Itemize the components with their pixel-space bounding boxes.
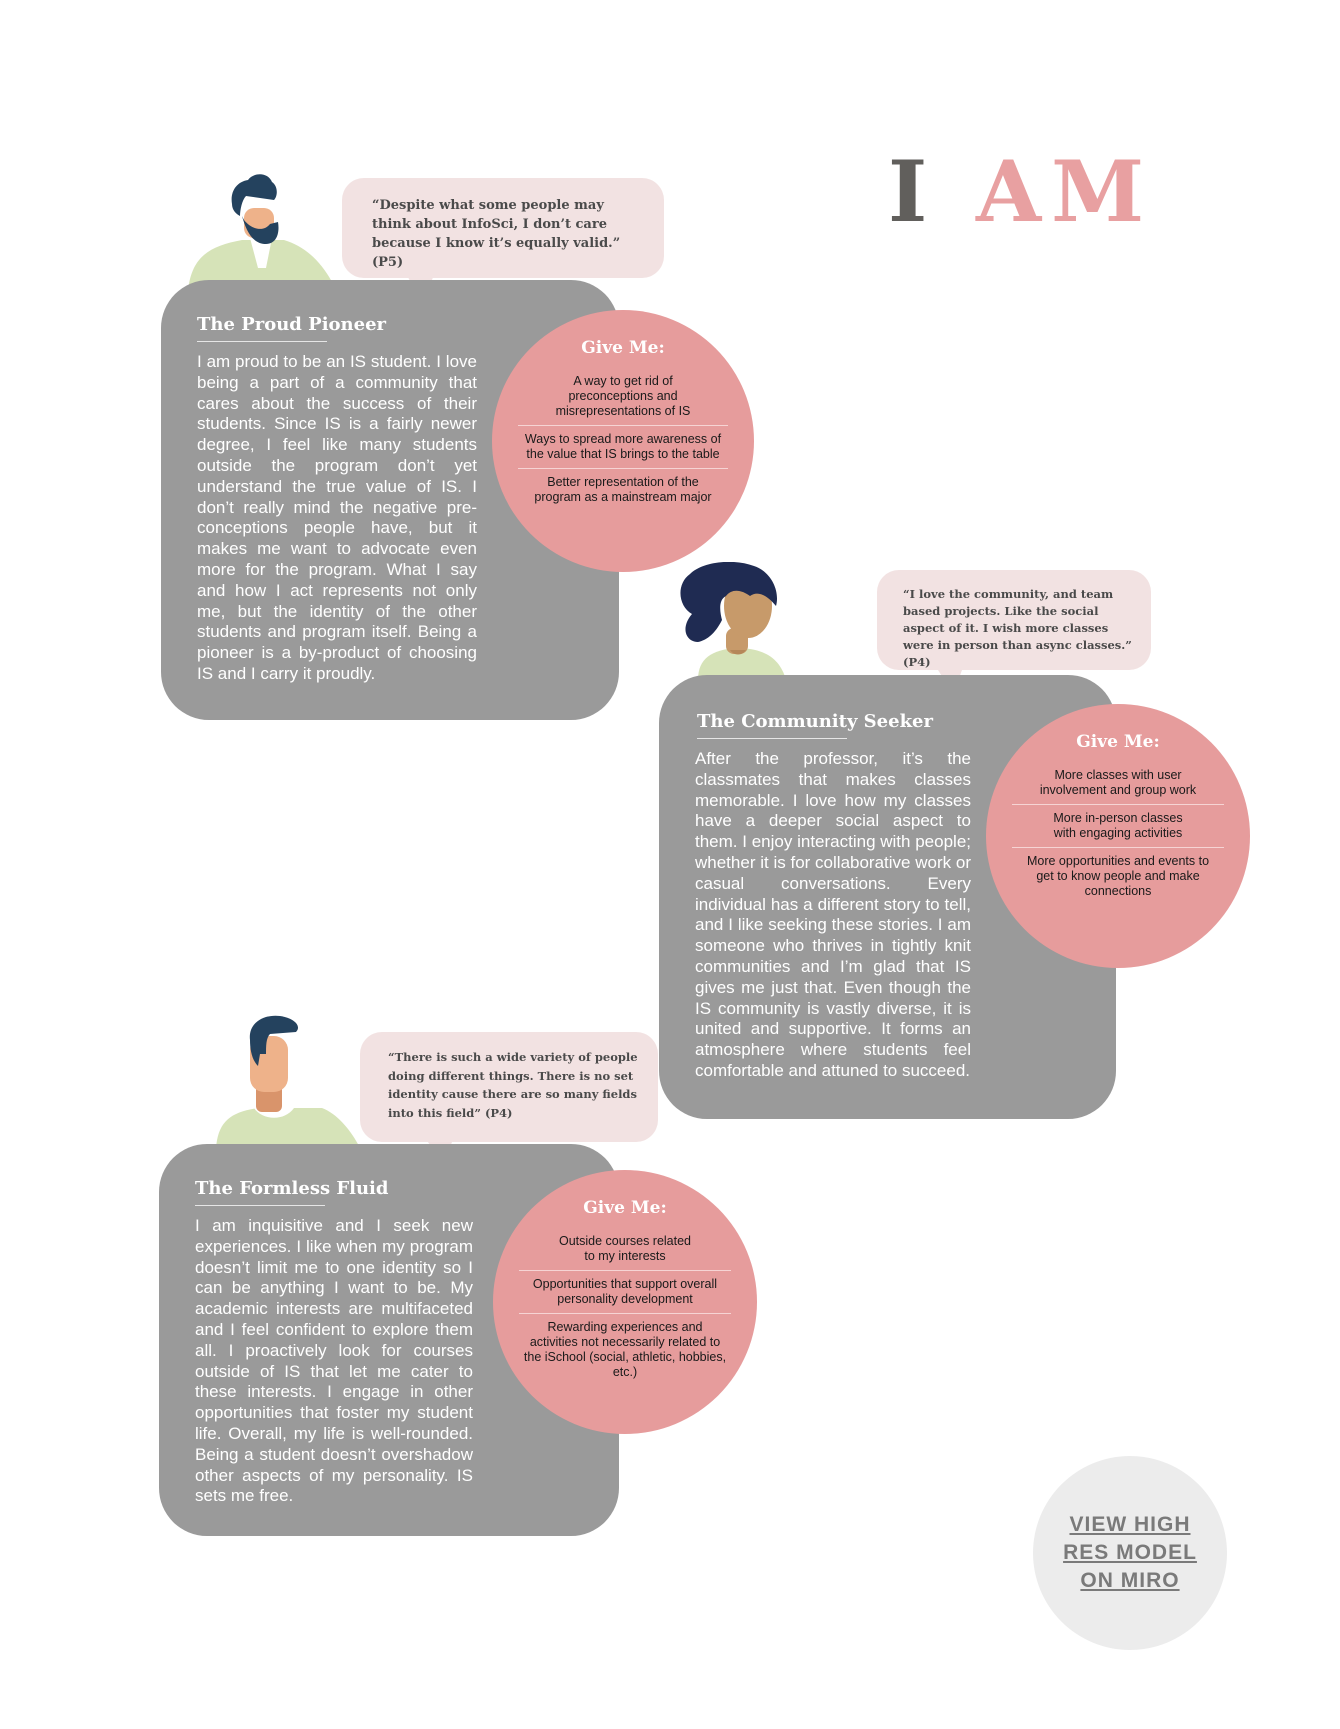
give-me-list-community: More classes with user involvement and g…: [1012, 766, 1224, 905]
persona-title-formless: The Formless Fluid: [195, 1178, 388, 1206]
quote-text-formless: “There is such a wide variety of people …: [388, 1050, 638, 1120]
give-me-circle-formless: Give Me: Outside courses related to my i…: [493, 1170, 757, 1434]
quote-text-pioneer: “Despite what some people may think abou…: [372, 198, 621, 270]
give-me-title-formless: Give Me:: [583, 1198, 667, 1218]
avatar-community-woman-icon: [680, 562, 786, 680]
give-me-title-pioneer: Give Me:: [581, 338, 665, 358]
give-me-item: More classes with user involvement and g…: [1012, 766, 1224, 805]
title-i: I: [888, 142, 934, 241]
quote-bubble-community: “I love the community, and team based pr…: [877, 570, 1151, 670]
give-me-list-formless: Outside courses related to my interests …: [519, 1232, 731, 1386]
persona-title-community: The Community Seeker: [697, 711, 933, 739]
view-miro-model-label[interactable]: VIEW HIGH RES MODEL ON MIRO: [1063, 1513, 1197, 1592]
give-me-title-community: Give Me:: [1076, 732, 1160, 752]
quote-text-community: “I love the community, and team based pr…: [903, 587, 1132, 669]
persona-body-pioneer: I am proud to be an IS student. I love b…: [197, 352, 477, 683]
give-me-item: More opportunities and events to get to …: [1026, 854, 1210, 898]
give-me-item: Ways to spread more awareness of the val…: [518, 426, 728, 469]
give-me-circle-pioneer: Give Me: A way to get rid of preconcepti…: [492, 310, 754, 572]
give-me-item: Opportunities that support overall perso…: [519, 1271, 731, 1314]
give-me-item: Outside courses related to my interests: [519, 1232, 731, 1271]
give-me-item: Better representation of the program as …: [534, 475, 712, 504]
avatar-pioneer-man-icon: [188, 174, 332, 290]
quote-bubble-pioneer: “Despite what some people may think abou…: [342, 178, 664, 278]
give-me-item: More in-person classes with engaging act…: [1012, 805, 1224, 848]
persona-title-pioneer: The Proud Pioneer: [197, 314, 386, 342]
quote-bubble-formless: “There is such a wide variety of people …: [360, 1032, 658, 1142]
page-title: I AM: [888, 150, 1148, 240]
give-me-circle-community: Give Me: More classes with user involvem…: [986, 704, 1250, 968]
give-me-item: Rewarding experiences and activities not…: [523, 1320, 727, 1379]
title-am: AM: [976, 142, 1155, 241]
persona-body-community: After the professor, it’s the classmates…: [695, 749, 971, 1080]
give-me-item: A way to get rid of preconceptions and m…: [518, 372, 728, 426]
give-me-list-pioneer: A way to get rid of preconceptions and m…: [518, 372, 728, 511]
avatar-formless-man-icon: [216, 1015, 360, 1148]
view-miro-model-button[interactable]: VIEW HIGH RES MODEL ON MIRO: [1033, 1456, 1227, 1650]
persona-body-formless: I am inquisitive and I seek new experien…: [195, 1216, 473, 1506]
